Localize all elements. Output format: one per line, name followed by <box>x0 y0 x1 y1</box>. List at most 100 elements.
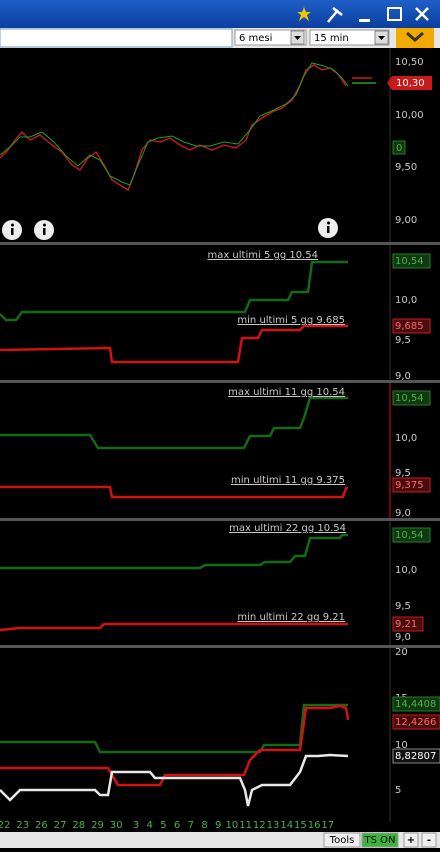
min-line <box>0 622 348 632</box>
tools-button[interactable] <box>327 7 343 23</box>
value-badge <box>392 616 424 632</box>
axis-label: 9,5 <box>395 335 411 346</box>
value-badge-text: 14,4408 <box>395 699 436 710</box>
value-badge <box>392 696 440 712</box>
axis-label: 10,0 <box>395 565 417 576</box>
axis-label: 9,0 <box>395 508 411 519</box>
interval-text: 15 min <box>314 33 349 44</box>
period-select[interactable] <box>234 29 307 46</box>
x-tick-label: 28 <box>72 820 85 831</box>
osc-line <box>0 703 348 754</box>
axis-label: 10,0 <box>395 295 417 306</box>
value-badge-text: 9,21 <box>395 619 417 630</box>
zoom-out-button[interactable] <box>421 832 437 848</box>
period-text: 6 mesi <box>239 33 272 44</box>
x-tick-label: 3 <box>133 820 139 831</box>
x-tick-label: 30 <box>110 820 123 831</box>
x-tick-label: 22 <box>0 820 10 831</box>
max-line <box>0 533 348 570</box>
toolbar-field <box>0 28 233 48</box>
x-axis: 22 23 26 27 28 29 30 3 4 5 6 7 8 9 10 11 12 13 14 15 16 17 <box>0 820 334 831</box>
zoom-out-text: - <box>427 835 431 846</box>
value-badge-text: 10,54 <box>395 256 424 267</box>
x-tick-label: 14 <box>280 820 293 831</box>
value-badge-text: 9,375 <box>395 480 424 491</box>
price-line <box>0 64 347 192</box>
ts-text: TS ON <box>364 835 396 846</box>
x-tick-label: 6 <box>174 820 180 831</box>
arrow-icon <box>378 36 385 40</box>
x-tick-label: 26 <box>35 820 48 831</box>
min-label: min ultimi 5 gg 9.685 <box>237 315 345 326</box>
axis-label: 9,00 <box>395 215 417 226</box>
axis-label: 10,0 <box>395 433 417 444</box>
x-tick-label: 23 <box>16 820 29 831</box>
x-tick-label: 13 <box>267 820 280 831</box>
axis-label: 10,50 <box>395 57 424 68</box>
ts-button[interactable] <box>361 832 399 848</box>
x-tick-label: 16 <box>308 820 321 831</box>
axis-label: 9,0 <box>395 371 411 382</box>
osc-line <box>0 753 349 807</box>
value-badge <box>392 390 431 406</box>
zoom-in-button[interactable] <box>403 832 419 848</box>
value-badge <box>392 714 440 730</box>
x-tick-label: 7 <box>188 820 194 831</box>
x-tick-label: 11 <box>239 820 252 831</box>
value-badge <box>392 477 431 493</box>
x-tick-label: 9 <box>215 820 221 831</box>
axis-label: 9,50 <box>395 162 417 173</box>
price-line <box>0 62 349 186</box>
max-label: max ultimi 11 gg 10.54 <box>228 387 345 398</box>
interval-select[interactable] <box>309 29 390 46</box>
panel-separator <box>0 645 440 648</box>
x-tick-label: 4 <box>147 820 153 831</box>
x-tick-label: 5 <box>160 820 166 831</box>
min-label: min ultimi 11 gg 9.375 <box>231 475 345 486</box>
axis-label: 9,0 <box>395 632 411 643</box>
x-tick-label: 15 <box>294 820 307 831</box>
min-line <box>0 324 348 364</box>
x-tick-label: 29 <box>91 820 104 831</box>
min-line <box>0 485 348 499</box>
panel-separator <box>0 518 440 521</box>
panel-separator <box>0 380 440 383</box>
panel-separator <box>0 242 440 245</box>
max-label: max ultimi 22 gg 10.54 <box>229 523 346 534</box>
axis-label: 10 <box>395 740 408 751</box>
value-badge <box>392 318 431 334</box>
value-badge-text: 12,4266 <box>395 717 436 728</box>
chevron-icon <box>406 31 424 42</box>
value-badge-text: 10,54 <box>395 530 424 541</box>
axis-label: 20 <box>395 647 408 658</box>
max-line <box>0 396 348 450</box>
zoom-in-text: + <box>407 835 415 846</box>
expand-button[interactable] <box>396 28 434 48</box>
value-badge <box>392 748 440 764</box>
info-icon[interactable] <box>318 218 338 238</box>
axis-label: 9,5 <box>395 468 411 479</box>
tools-text: Tools <box>329 835 355 846</box>
value-badge-text: 9,685 <box>395 321 424 332</box>
tools-button[interactable] <box>323 832 361 848</box>
min-label: min ultimi 22 gg 9.21 <box>237 612 345 623</box>
max-label: max ultimi 5 gg 10.54 <box>207 250 318 261</box>
price-badge-text: 10,30 <box>396 78 425 89</box>
x-tick-label: 12 <box>253 820 266 831</box>
x-tick-label: 17 <box>321 820 334 831</box>
x-tick-label: 10 <box>226 820 239 831</box>
minimize-button[interactable] <box>359 19 370 22</box>
maximize-button[interactable] <box>387 7 402 21</box>
value-badge-text: 10,54 <box>395 393 424 404</box>
info-icon[interactable] <box>2 220 22 240</box>
arrow-icon <box>294 36 301 40</box>
x-tick-label: 27 <box>54 820 67 831</box>
value-badge <box>392 527 431 543</box>
x-tick-label: 8 <box>201 820 207 831</box>
close-button[interactable] <box>415 7 429 21</box>
value-badge-text: 8,82807 <box>395 751 436 762</box>
favorite-button[interactable] <box>297 7 311 21</box>
price-marker <box>352 77 376 84</box>
info-icon[interactable] <box>34 220 54 240</box>
